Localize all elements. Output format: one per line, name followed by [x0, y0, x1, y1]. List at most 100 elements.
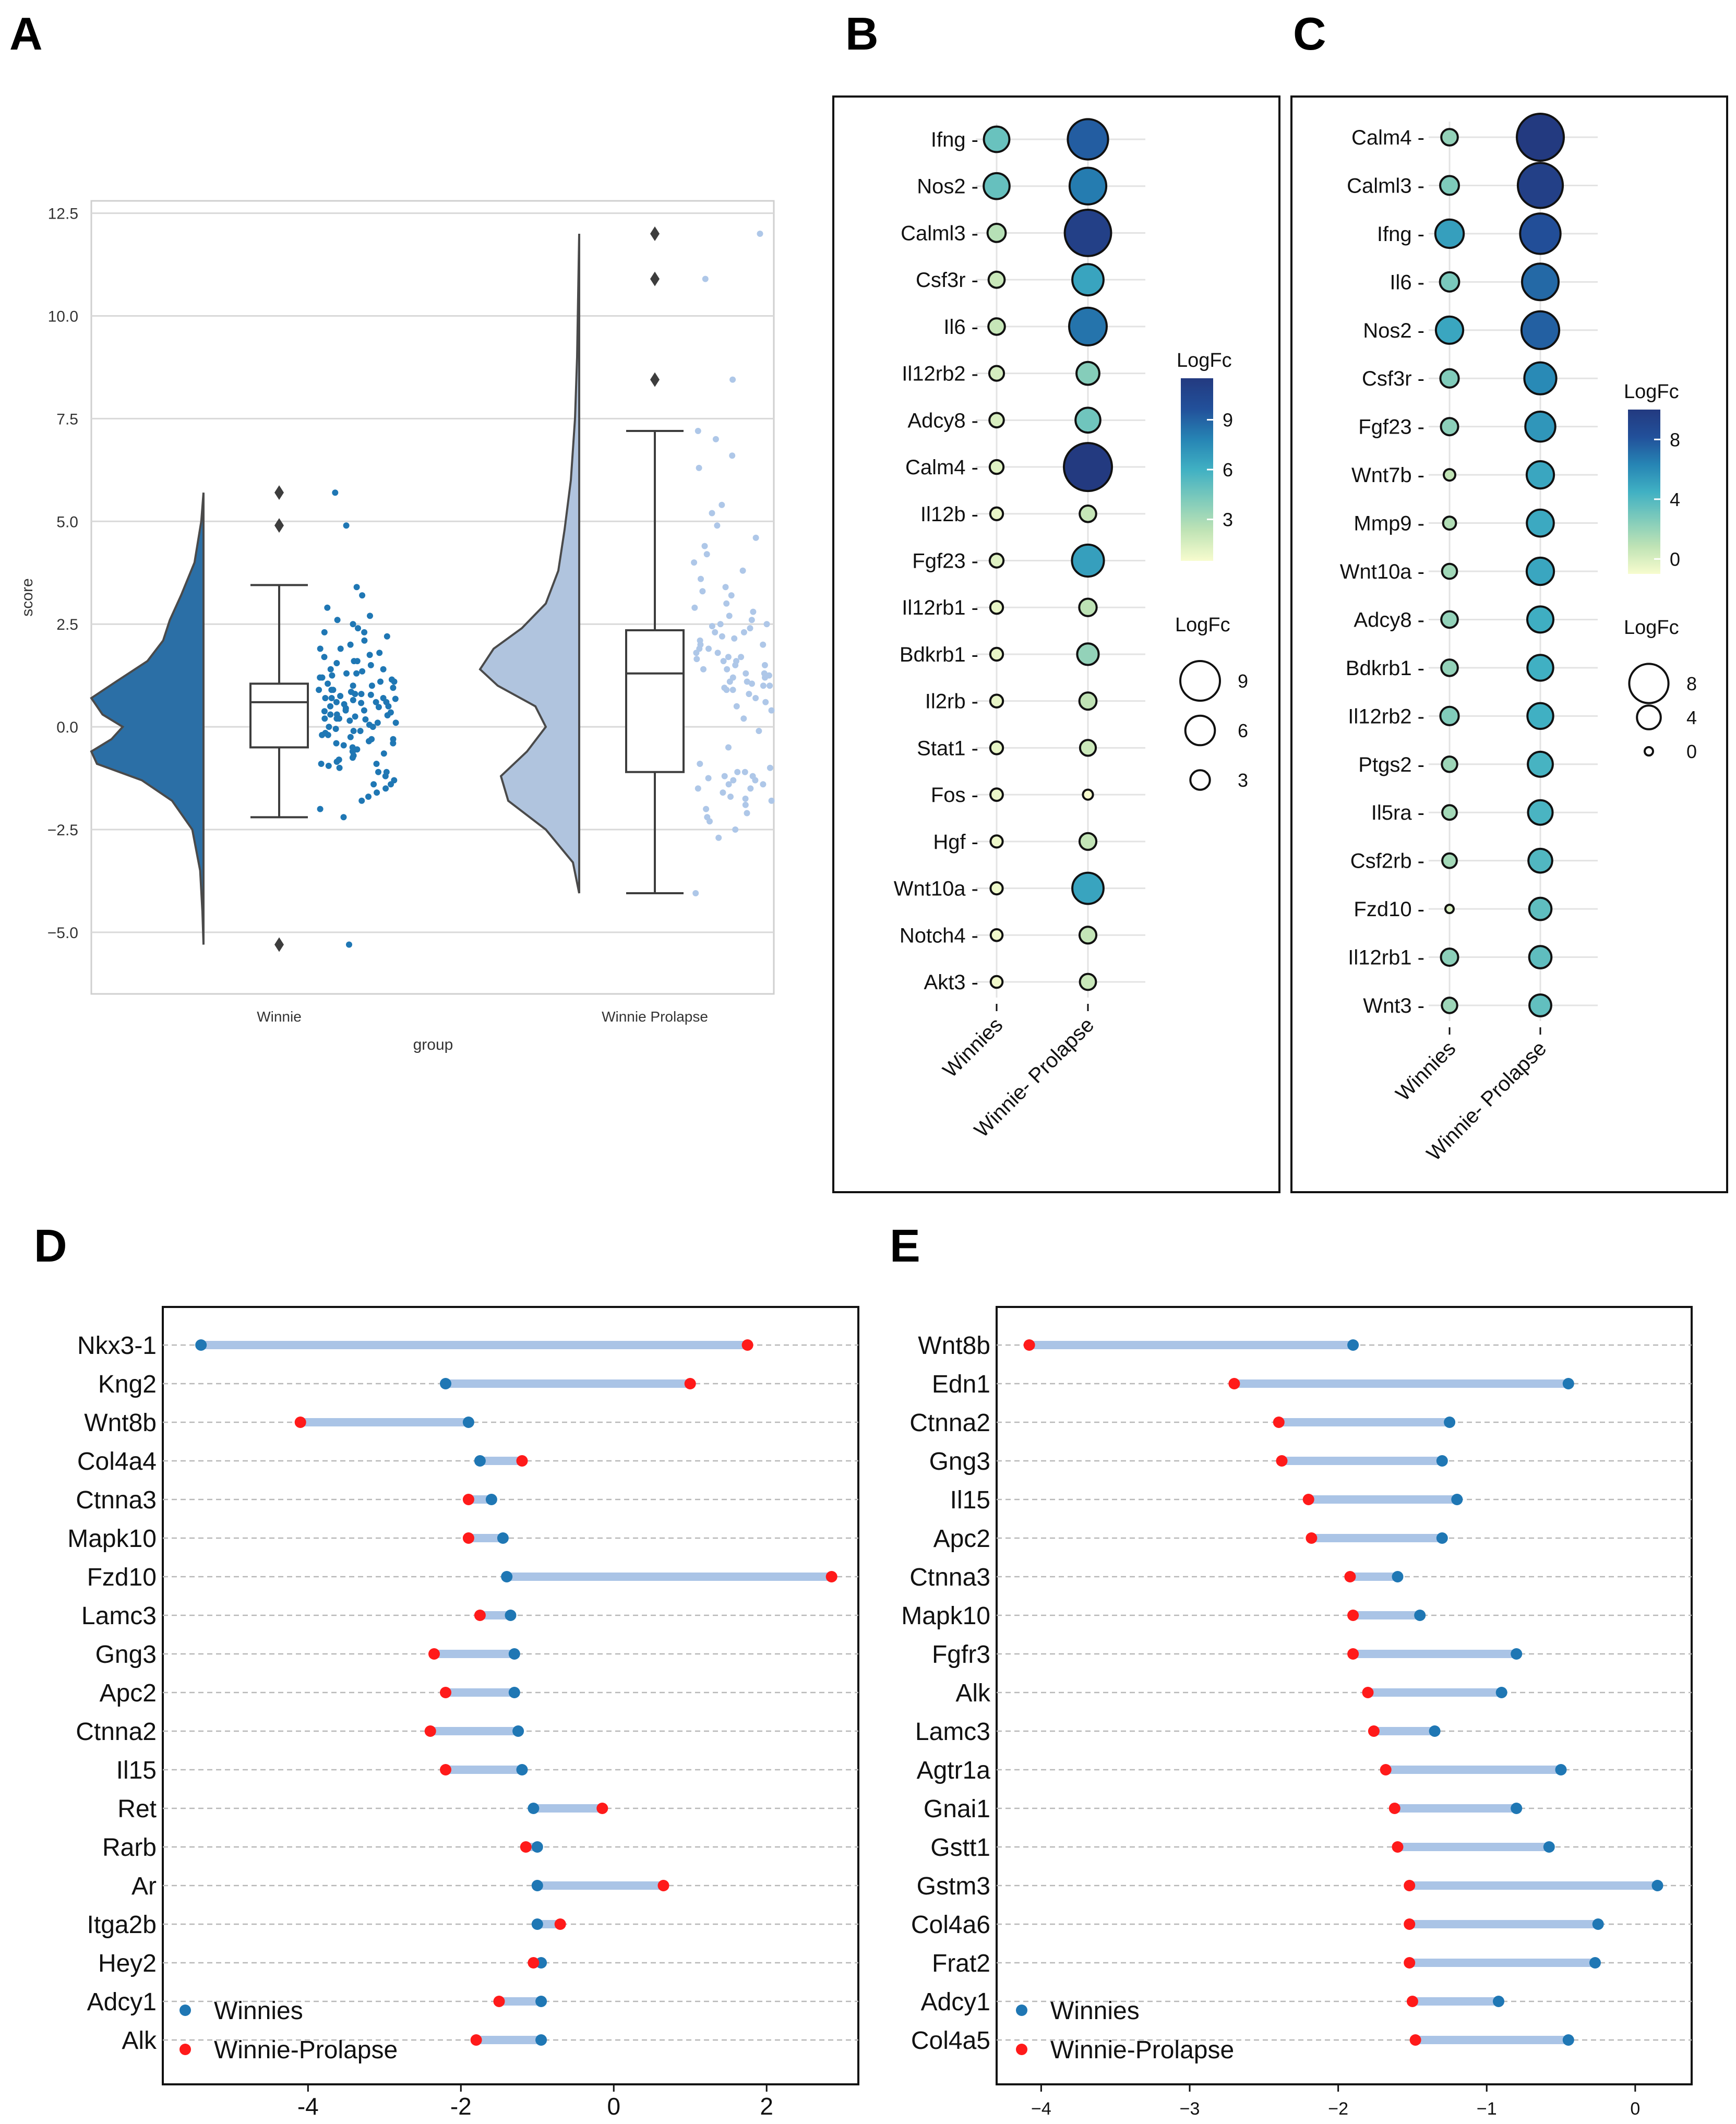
size-legend-label: 6	[1238, 720, 1248, 741]
gene-label: Gstm3	[917, 1873, 990, 1900]
data-point	[714, 522, 721, 529]
dot-prolapse	[1078, 926, 1098, 945]
data-point	[377, 678, 384, 685]
group-label: Winnies	[1392, 1037, 1460, 1106]
data-point	[729, 687, 736, 693]
data-point	[375, 769, 381, 775]
y-tick-label: −5.0	[47, 925, 78, 942]
data-point	[744, 810, 750, 817]
dot-prolapse	[1520, 310, 1561, 350]
gene-label: Akt3 -	[924, 971, 978, 994]
gene-label: Ctnna3	[909, 1564, 990, 1591]
data-point	[742, 795, 749, 802]
colorbar-tick-label: 0	[1670, 548, 1680, 570]
gene-label: Apc2	[933, 1525, 990, 1553]
data-point	[698, 575, 704, 582]
point-prolapse	[1302, 1494, 1314, 1505]
data-point	[756, 728, 762, 734]
data-point	[319, 731, 326, 738]
data-point	[715, 834, 722, 841]
data-point	[332, 489, 339, 496]
point-winnies	[1429, 1725, 1441, 1737]
data-point	[347, 641, 354, 648]
data-point	[392, 695, 399, 702]
gene-label: Agtr1a	[917, 1757, 991, 1784]
data-point	[321, 708, 328, 715]
dot-prolapse	[1079, 505, 1097, 523]
data-point	[725, 744, 732, 751]
data-point	[325, 731, 331, 738]
data-point	[373, 761, 380, 767]
data-point	[369, 724, 376, 730]
group-label: Winnies	[939, 1013, 1008, 1082]
gene-label: Csf3r -	[1362, 367, 1424, 390]
y-tick-label: 2.5	[56, 616, 78, 633]
gene-label: Il2rb -	[925, 690, 978, 713]
dot-winnies	[988, 459, 1005, 475]
group-0	[90, 485, 399, 952]
size-legend-label: 4	[1686, 707, 1697, 728]
gene-label: Nos2 -	[917, 175, 978, 198]
gene-label: Csf3r -	[916, 269, 978, 292]
gene-label: Col4a4	[77, 1448, 157, 1475]
data-point	[318, 761, 325, 767]
data-point	[729, 452, 736, 459]
size-legend-circle	[1189, 769, 1211, 791]
violin-half	[478, 233, 580, 894]
dot-winnies	[988, 553, 1005, 569]
y-tick-label: 7.5	[56, 411, 78, 428]
data-point	[350, 682, 356, 689]
dot-winnies	[989, 506, 1004, 521]
data-point	[384, 633, 390, 640]
data-point	[692, 890, 699, 896]
data-point	[388, 781, 394, 788]
point-prolapse	[516, 1455, 528, 1467]
gene-label: Ctnna2	[909, 1409, 990, 1437]
gene-label: Fzd10	[87, 1564, 157, 1591]
data-point	[720, 789, 726, 796]
data-point	[742, 801, 749, 808]
data-point	[721, 685, 728, 691]
data-point	[346, 941, 352, 948]
box	[625, 629, 685, 773]
dot-prolapse	[1526, 508, 1555, 538]
data-point	[717, 621, 724, 628]
data-point	[317, 806, 324, 812]
data-point	[760, 682, 767, 689]
colorbar	[1628, 410, 1660, 574]
dot-prolapse	[1063, 209, 1112, 257]
gene-label: Calm4 -	[905, 456, 978, 479]
point-prolapse	[684, 1378, 696, 1389]
gene-label: Wnt10a -	[894, 878, 978, 901]
point-prolapse	[657, 1880, 669, 1891]
data-point	[740, 629, 747, 635]
dot-winnies	[1440, 947, 1459, 967]
data-point	[337, 645, 344, 652]
point-prolapse	[1388, 1803, 1400, 1814]
x-tick-label: Winnie Prolapse	[602, 1009, 708, 1025]
dot-prolapse	[1063, 442, 1113, 493]
panel-b-dotplot: Ifng - Nos2 - Calml3 - Csf3r - Il6 - Il12rb2 …	[832, 95, 1280, 1193]
data-point	[384, 712, 391, 718]
dot-prolapse	[1078, 832, 1098, 851]
gene-label: Ar	[131, 1873, 157, 1900]
legend-label: Winnies	[1050, 1997, 1140, 2025]
dot-winnies	[988, 412, 1005, 429]
data-point	[707, 818, 713, 825]
dot-prolapse	[1068, 166, 1108, 206]
panel-frame	[1290, 95, 1728, 1193]
dot-prolapse	[1071, 263, 1105, 297]
point-winnies	[535, 1996, 547, 2007]
point-prolapse	[596, 1803, 608, 1814]
data-point	[693, 656, 700, 663]
dot-prolapse	[1076, 642, 1100, 666]
point-winnies	[474, 1455, 486, 1467]
data-point	[691, 559, 698, 566]
data-point	[365, 794, 372, 800]
point-prolapse	[462, 1532, 474, 1544]
data-point	[739, 567, 746, 574]
panel-label-c: C	[1293, 8, 1326, 59]
point-prolapse	[1347, 1648, 1359, 1660]
point-prolapse	[424, 1725, 436, 1737]
